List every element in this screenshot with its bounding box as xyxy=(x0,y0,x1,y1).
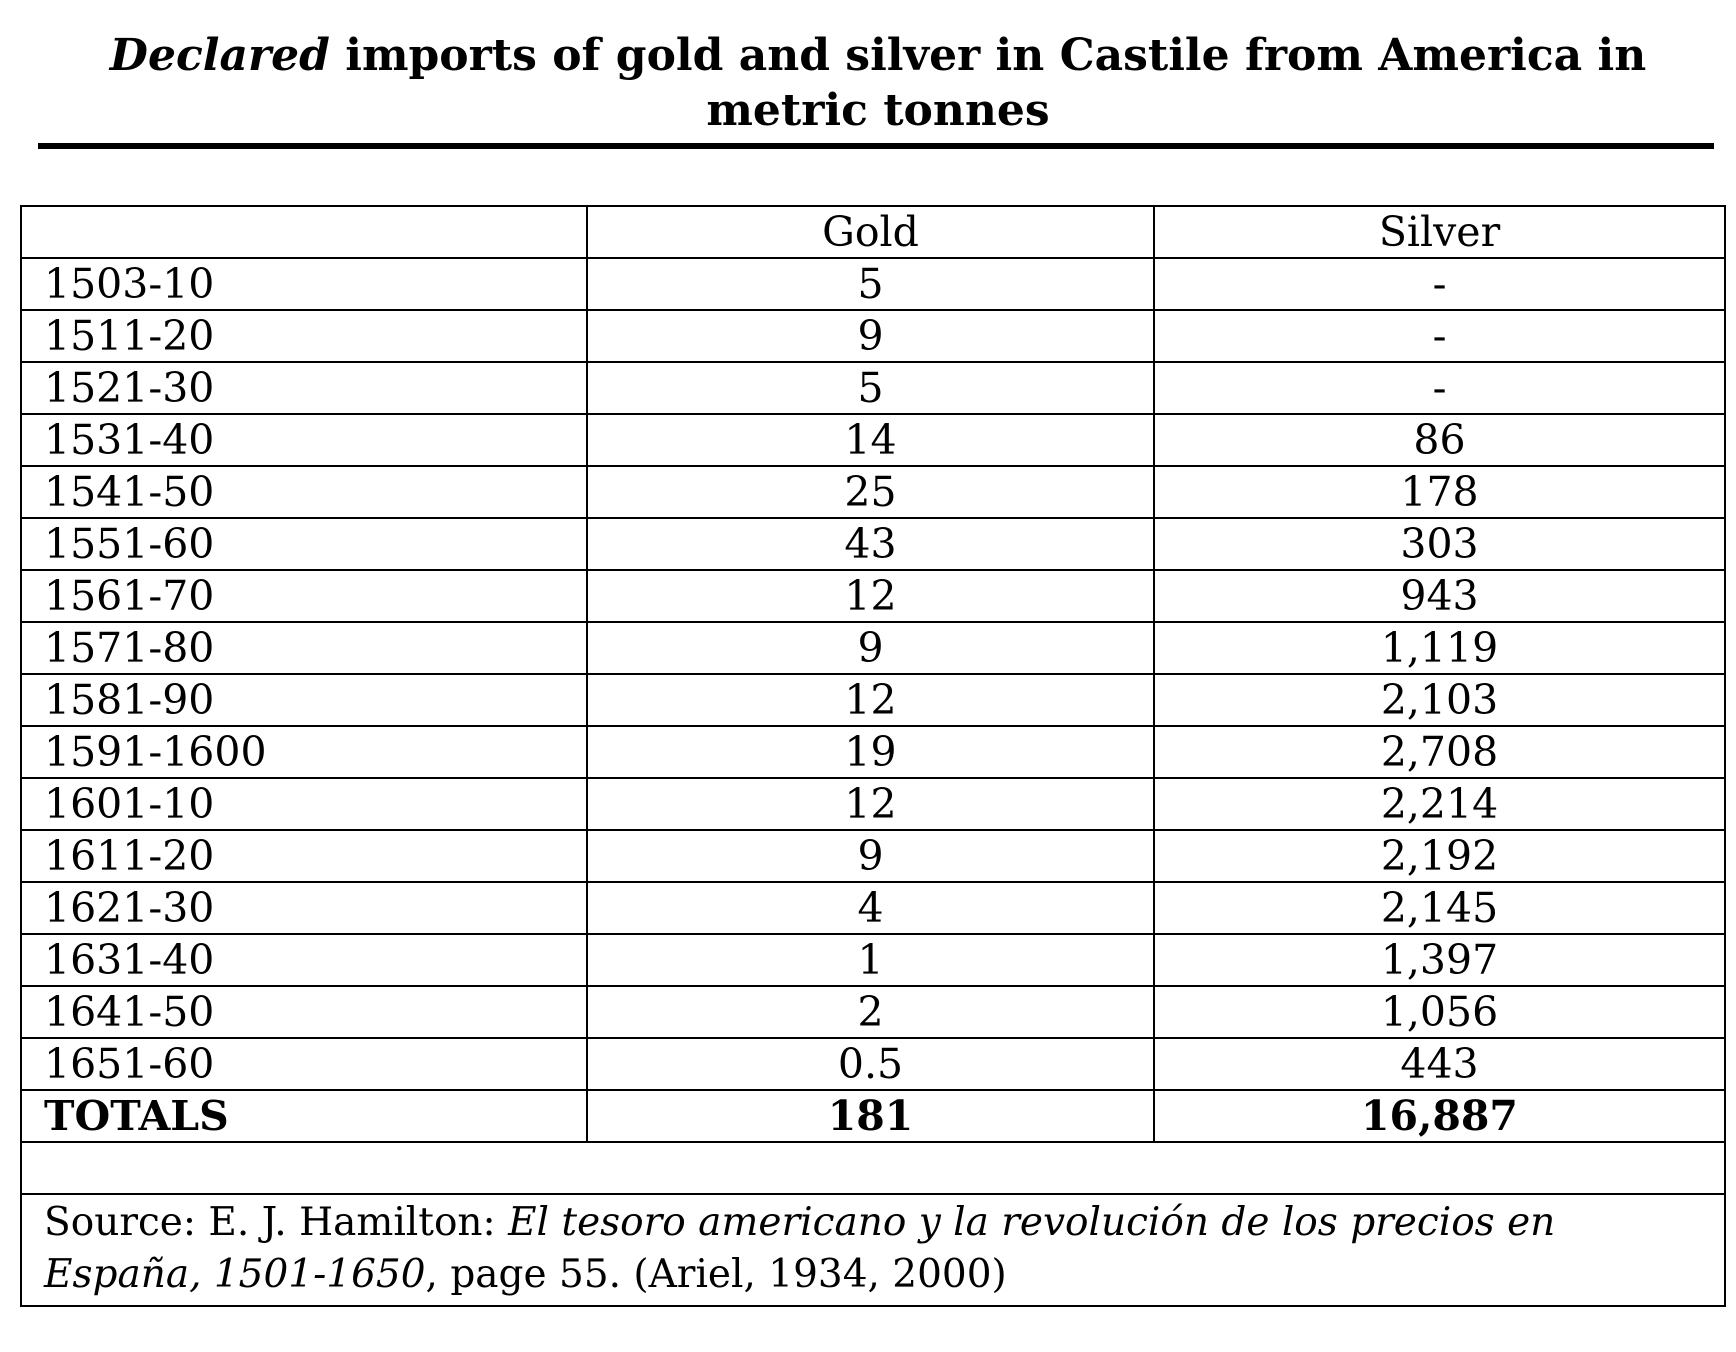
source-suffix: , page 55. (Ariel, 1934, 2000) xyxy=(425,1252,1007,1297)
silver-cell: 2,708 xyxy=(1153,725,1726,779)
silver-cell: 2,192 xyxy=(1153,829,1726,883)
source-row: Source: E. J. Hamilton: El tesoro americ… xyxy=(20,1193,1726,1307)
period-cell: 1551-60 xyxy=(20,517,588,571)
gold-cell: 9 xyxy=(586,309,1155,363)
header-period xyxy=(20,205,588,259)
silver-cell: - xyxy=(1153,257,1726,311)
gold-cell: 12 xyxy=(586,569,1155,623)
table-row: 1531-40 14 86 xyxy=(20,413,1726,467)
document-title: Declared imports of gold and silver in C… xyxy=(38,28,1718,138)
gold-cell: 5 xyxy=(586,361,1155,415)
silver-cell: 1,397 xyxy=(1153,933,1726,987)
period-cell: 1601-10 xyxy=(20,777,588,831)
period-cell: 1611-20 xyxy=(20,829,588,883)
period-cell: 1641-50 xyxy=(20,985,588,1039)
period-cell: 1541-50 xyxy=(20,465,588,519)
table-row: 1651-60 0.5 443 xyxy=(20,1037,1726,1091)
table-row: 1561-70 12 943 xyxy=(20,569,1726,623)
period-cell: 1651-60 xyxy=(20,1037,588,1091)
gold-cell: 4 xyxy=(586,881,1155,935)
table-row: 1511-20 9- xyxy=(20,309,1726,363)
gold-cell: 25 xyxy=(586,465,1155,519)
blank-cell xyxy=(20,1141,1726,1195)
header-silver: Silver xyxy=(1153,205,1726,259)
period-cell: 1561-70 xyxy=(20,569,588,623)
silver-cell: 2,103 xyxy=(1153,673,1726,727)
table-row: 1581-90 12 2,103 xyxy=(20,673,1726,727)
gold-cell: 1 xyxy=(586,933,1155,987)
table-body: 1503-10 5-1511-20 9-1521-30 5-1531-40 14 86 15… xyxy=(20,257,1726,1091)
table-row: 1621-30 4 2,145 xyxy=(20,881,1726,935)
totals-silver: 16,887 xyxy=(1153,1089,1726,1143)
gold-cell: 43 xyxy=(586,517,1155,571)
table-row: 1641-50 2 1,056 xyxy=(20,985,1726,1039)
table-row: 1611-20 9 2,192 xyxy=(20,829,1726,883)
header-gold: Gold xyxy=(586,205,1155,259)
period-cell: 1581-90 xyxy=(20,673,588,727)
silver-cell: 443 xyxy=(1153,1037,1726,1091)
silver-cell: 1,119 xyxy=(1153,621,1726,675)
silver-cell: 1,056 xyxy=(1153,985,1726,1039)
silver-cell: - xyxy=(1153,361,1726,415)
table-row: 1591-1600 19 2,708 xyxy=(20,725,1726,779)
gold-cell: 5 xyxy=(586,257,1155,311)
silver-cell: 943 xyxy=(1153,569,1726,623)
source-note: Source: E. J. Hamilton: El tesoro americ… xyxy=(20,1193,1726,1307)
period-cell: 1521-30 xyxy=(20,361,588,415)
imports-table: Gold Silver 1503-10 5-1511-20 9-1521-30 5-1… xyxy=(20,205,1726,1307)
table-row: 1571-80 9 1,119 xyxy=(20,621,1726,675)
gold-cell: 9 xyxy=(586,621,1155,675)
table-row: 1503-10 5- xyxy=(20,257,1726,311)
period-cell: 1591-1600 xyxy=(20,725,588,779)
title-italic-word: Declared xyxy=(109,30,330,81)
period-cell: 1631-40 xyxy=(20,933,588,987)
period-cell: 1621-30 xyxy=(20,881,588,935)
table-row: 1521-30 5- xyxy=(20,361,1726,415)
silver-cell: 2,145 xyxy=(1153,881,1726,935)
source-book-title: El tesoro americano y la revolución de l… xyxy=(44,1200,1556,1297)
silver-cell: 303 xyxy=(1153,517,1726,571)
period-cell: 1571-80 xyxy=(20,621,588,675)
header-row: Gold Silver xyxy=(20,205,1726,259)
table-row: 1631-40 1 1,397 xyxy=(20,933,1726,987)
table-row: 1541-50 25 178 xyxy=(20,465,1726,519)
gold-cell: 2 xyxy=(586,985,1155,1039)
table-row: 1601-10 12 2,214 xyxy=(20,777,1726,831)
silver-cell: 178 xyxy=(1153,465,1726,519)
table-row: 1551-60 43 303 xyxy=(20,517,1726,571)
silver-cell: 2,214 xyxy=(1153,777,1726,831)
totals-gold: 181 xyxy=(586,1089,1155,1143)
totals-row: TOTALS 181 16,887 xyxy=(20,1089,1726,1143)
gold-cell: 0.5 xyxy=(586,1037,1155,1091)
title-rest: imports of gold and silver in Castile fr… xyxy=(329,30,1647,136)
gold-cell: 19 xyxy=(586,725,1155,779)
gold-cell: 14 xyxy=(586,413,1155,467)
blank-row xyxy=(20,1141,1726,1195)
silver-cell: - xyxy=(1153,309,1726,363)
source-prefix: Source: E. J. Hamilton: xyxy=(44,1200,509,1245)
totals-label: TOTALS xyxy=(20,1089,588,1143)
gold-cell: 12 xyxy=(586,777,1155,831)
period-cell: 1511-20 xyxy=(20,309,588,363)
silver-cell: 86 xyxy=(1153,413,1726,467)
gold-cell: 9 xyxy=(586,829,1155,883)
gold-cell: 12 xyxy=(586,673,1155,727)
period-cell: 1531-40 xyxy=(20,413,588,467)
period-cell: 1503-10 xyxy=(20,257,588,311)
title-underline-rule xyxy=(38,143,1714,149)
